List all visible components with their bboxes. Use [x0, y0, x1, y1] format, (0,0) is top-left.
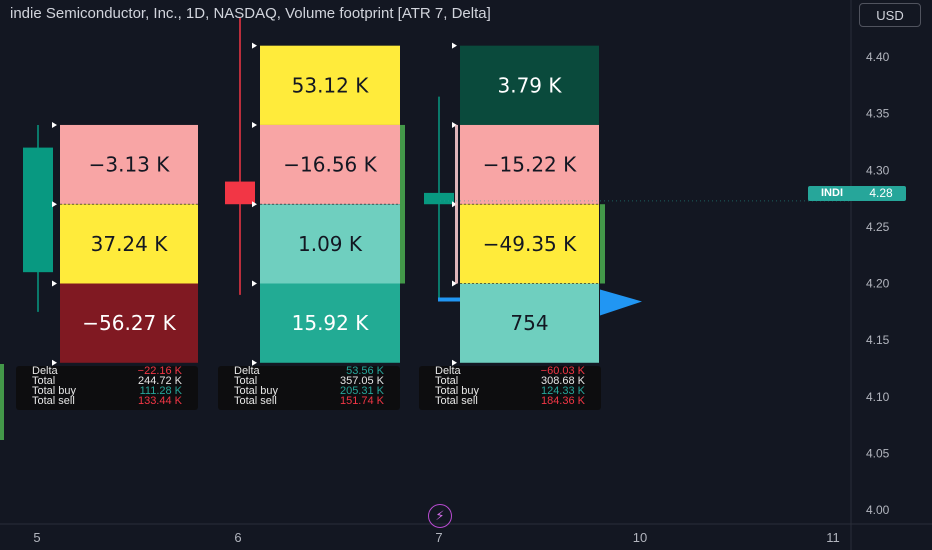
- level-marker: [252, 359, 257, 366]
- y-tick-label: 4.25: [866, 220, 890, 234]
- y-tick-label: 4.20: [866, 277, 890, 291]
- projection-line: [438, 297, 460, 302]
- side-volume-bar: [455, 124, 458, 284]
- footprint-cell: [460, 124, 599, 205]
- footprint-cell-label: 15.92 K: [292, 311, 370, 335]
- summary-sell-value: 133.44 K: [137, 395, 182, 407]
- x-tick-label: 7: [435, 530, 442, 545]
- summary-delta-label: Delta: [234, 365, 260, 377]
- x-tick-label: 10: [633, 530, 647, 545]
- footprint-cell-label: −16.56 K: [283, 153, 377, 177]
- level-marker: [452, 201, 457, 208]
- ticker-symbol-tag: INDI: [808, 186, 856, 201]
- footprint-cell-label: 53.12 K: [292, 73, 370, 97]
- level-marker: [52, 201, 57, 208]
- level-marker: [52, 359, 57, 366]
- currency-button[interactable]: USD: [859, 3, 921, 27]
- level-marker: [52, 121, 57, 128]
- y-tick-label: 4.30: [866, 163, 890, 177]
- summary-sell-label: Total sell: [234, 395, 277, 407]
- footprint-cell: [60, 204, 198, 284]
- summary-sell-label: Total sell: [32, 395, 75, 407]
- summary-sell-label: Total sell: [435, 395, 478, 407]
- footprint-cell: [260, 283, 400, 363]
- level-marker: [252, 280, 257, 287]
- candle-body: [225, 181, 255, 205]
- level-marker: [252, 42, 257, 49]
- side-volume-bar: [400, 124, 405, 284]
- summary-buy-value: 205.31 K: [339, 385, 384, 397]
- footprint-cell-label: −49.35 K: [483, 232, 577, 256]
- last-price-tag: 4.28: [856, 186, 906, 201]
- footprint-cell: [460, 45, 599, 125]
- y-tick-label: 4.40: [866, 50, 890, 64]
- footprint-cell: [260, 204, 400, 284]
- summary-box-day6: Delta 53.56 K Total 357.05 K Total buy 205.…: [218, 366, 400, 410]
- y-tick-label: 4.15: [866, 333, 890, 347]
- footprint-cell-label: 37.24 K: [91, 232, 169, 256]
- summary-delta-value: −60.03 K: [540, 365, 585, 377]
- y-tick-label: 4.05: [866, 446, 890, 460]
- footprint-cell: [260, 124, 400, 205]
- summary-total-label: Total: [435, 375, 459, 387]
- summary-total-value: 357.05 K: [339, 375, 384, 387]
- footprint-cell-label: 3.79 K: [497, 73, 562, 97]
- summary-delta-value: −22.16 K: [137, 365, 182, 377]
- footprint-cell-label: −56.27 K: [82, 311, 176, 335]
- summary-delta-label: Delta: [32, 365, 58, 377]
- level-marker: [452, 359, 457, 366]
- summary-sell-value: 184.36 K: [540, 395, 585, 407]
- footprint-cell-label: −15.22 K: [483, 153, 577, 177]
- footprint-cell: [460, 283, 599, 363]
- level-marker: [452, 280, 457, 287]
- summary-delta-label: Delta: [435, 365, 461, 377]
- level-marker: [252, 201, 257, 208]
- summary-buy-value: 124.33 K: [540, 385, 585, 397]
- level-marker: [52, 280, 57, 287]
- lightning-bolt-icon[interactable]: ⚡: [428, 504, 452, 528]
- x-tick-label: 6: [234, 530, 241, 545]
- edge-volume-bar: [0, 364, 4, 440]
- candle-body: [424, 192, 454, 205]
- summary-buy-label: Total buy: [435, 385, 480, 397]
- summary-total-value: 308.68 K: [540, 375, 585, 387]
- summary-total-label: Total: [234, 375, 258, 387]
- candle-body: [23, 147, 53, 273]
- x-tick-label: 11: [826, 530, 840, 545]
- footprint-cell: [60, 124, 198, 205]
- side-volume-bar: [600, 204, 605, 284]
- chart-title: indie Semiconductor, Inc., 1D, NASDAQ, V…: [10, 5, 491, 22]
- level-marker: [252, 121, 257, 128]
- y-tick-label: 4.35: [866, 107, 890, 121]
- summary-total-value: 244.72 K: [137, 375, 182, 387]
- summary-sell-value: 151.74 K: [339, 395, 384, 407]
- summary-delta-value: 53.56 K: [346, 365, 384, 377]
- projection-arrow: [600, 289, 642, 316]
- y-tick-label: 4.00: [866, 503, 890, 517]
- summary-box-day7: Delta −60.03 K Total 308.68 K Total buy 124…: [419, 366, 601, 410]
- summary-buy-label: Total buy: [234, 385, 279, 397]
- summary-box-day5: Delta −22.16 K Total 244.72 K Total buy 111…: [16, 366, 198, 410]
- level-marker: [452, 42, 457, 49]
- footprint-cell: [460, 204, 599, 284]
- x-tick-label: 5: [33, 530, 40, 545]
- y-tick-label: 4.10: [866, 390, 890, 404]
- footprint-cell-label: 754: [510, 311, 548, 335]
- summary-total-label: Total: [32, 375, 56, 387]
- summary-buy-value: 111.28 K: [139, 385, 182, 397]
- footprint-cell-label: −3.13 K: [89, 153, 171, 177]
- footprint-cell: [60, 283, 198, 363]
- footprint-cell: [260, 45, 400, 125]
- footprint-cell-label: 1.09 K: [298, 232, 363, 256]
- level-marker: [452, 121, 457, 128]
- summary-buy-label: Total buy: [32, 385, 77, 397]
